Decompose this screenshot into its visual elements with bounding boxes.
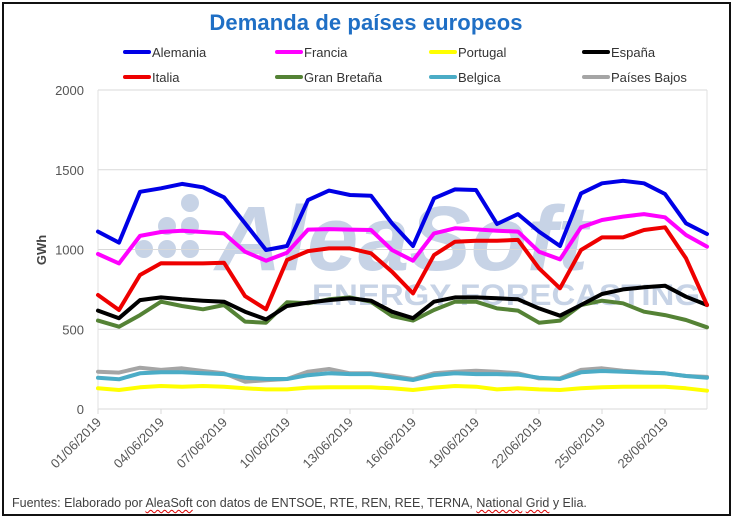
legend-swatch xyxy=(582,75,610,79)
footer-grid: Grid xyxy=(525,496,550,510)
chart-title: Demanda de países europeos xyxy=(209,10,523,35)
watermark-brand: AleaSoft xyxy=(213,188,592,290)
series-line-portugal xyxy=(96,384,709,393)
legend-swatch xyxy=(275,75,303,79)
axes xyxy=(97,90,708,409)
legend-item-belgica: Belgica xyxy=(429,69,501,85)
y-tick-label: 0 xyxy=(77,402,84,417)
watermark-tagline: ENERGY FORECASTING xyxy=(312,279,700,312)
x-tick-label: 01/06/2019 xyxy=(47,415,104,472)
legend-label: España xyxy=(611,44,656,60)
legend-swatch xyxy=(429,75,457,79)
series-line-italia xyxy=(96,225,709,312)
watermark-dot xyxy=(181,194,199,212)
y-tick-label: 2000 xyxy=(55,83,84,98)
legend-item-gran-bretana: Gran Bretaña xyxy=(275,69,382,85)
y-tick-label: 1000 xyxy=(55,243,84,258)
series-line-gran-bretana xyxy=(96,295,709,330)
legend-item-espana: España xyxy=(582,44,655,60)
legend-item-portugal: Portugal xyxy=(429,44,506,60)
footer-brand: AleaSoft xyxy=(145,496,193,510)
gridlines xyxy=(98,89,707,410)
legend-label: Gran Bretaña xyxy=(304,69,383,85)
x-tick-label: 07/06/2019 xyxy=(173,415,230,472)
footer-suffix: y Elia. xyxy=(549,496,587,510)
x-tick-label: 28/06/2019 xyxy=(614,415,671,472)
x-tick-label: 13/06/2019 xyxy=(299,415,356,472)
x-tick-label: 19/06/2019 xyxy=(425,415,482,472)
series-line-espana xyxy=(96,283,709,322)
legend-label: Francia xyxy=(304,44,348,60)
series-lines xyxy=(96,178,709,393)
source-footer: Fuentes: Elaborado por AleaSoft con dato… xyxy=(12,496,587,510)
legend-label: Países Bajos xyxy=(611,69,687,85)
legend-label: Portugal xyxy=(458,44,507,60)
legend-label: Italia xyxy=(152,69,180,85)
y-axis-label: GWh xyxy=(34,235,49,265)
series-line-alemania xyxy=(96,178,709,252)
legend-swatch xyxy=(429,50,457,54)
legend-swatch xyxy=(123,50,151,54)
legend-item-paises-bajos: Países Bajos xyxy=(582,69,687,85)
series-line-francia xyxy=(96,212,709,266)
series-line-belgica xyxy=(96,369,709,382)
x-tick-label: 22/06/2019 xyxy=(488,415,545,472)
legend-swatch xyxy=(275,50,303,54)
legend-item-alemania: Alemania xyxy=(123,44,206,60)
x-axis-ticks: 01/06/2019 04/06/2019 07/06/2019 10/06/2019… xyxy=(47,409,671,471)
x-tick-label: 25/06/2019 xyxy=(551,415,608,472)
x-tick-label: 16/06/2019 xyxy=(362,415,419,472)
x-tick-label: 04/06/2019 xyxy=(110,415,167,472)
legend-item-francia: Francia xyxy=(275,44,347,60)
footer-national: National xyxy=(476,496,523,510)
y-tick-label: 1500 xyxy=(55,163,84,178)
y-axis-ticks: 0 500 1000 1500 2000 xyxy=(55,83,84,417)
x-tick-label: 10/06/2019 xyxy=(236,415,293,472)
y-tick-label: 500 xyxy=(62,322,84,337)
legend-swatch xyxy=(123,75,151,79)
legend-label: Belgica xyxy=(458,69,501,85)
footer-middle: con datos de ENTSOE, RTE, REN, REE, TERN… xyxy=(192,496,477,510)
legend-swatch xyxy=(582,50,610,54)
legend-item-italia: Italia xyxy=(123,69,179,85)
legend-label: Alemania xyxy=(152,44,207,60)
footer-prefix: Fuentes: Elaborado por xyxy=(12,496,146,510)
